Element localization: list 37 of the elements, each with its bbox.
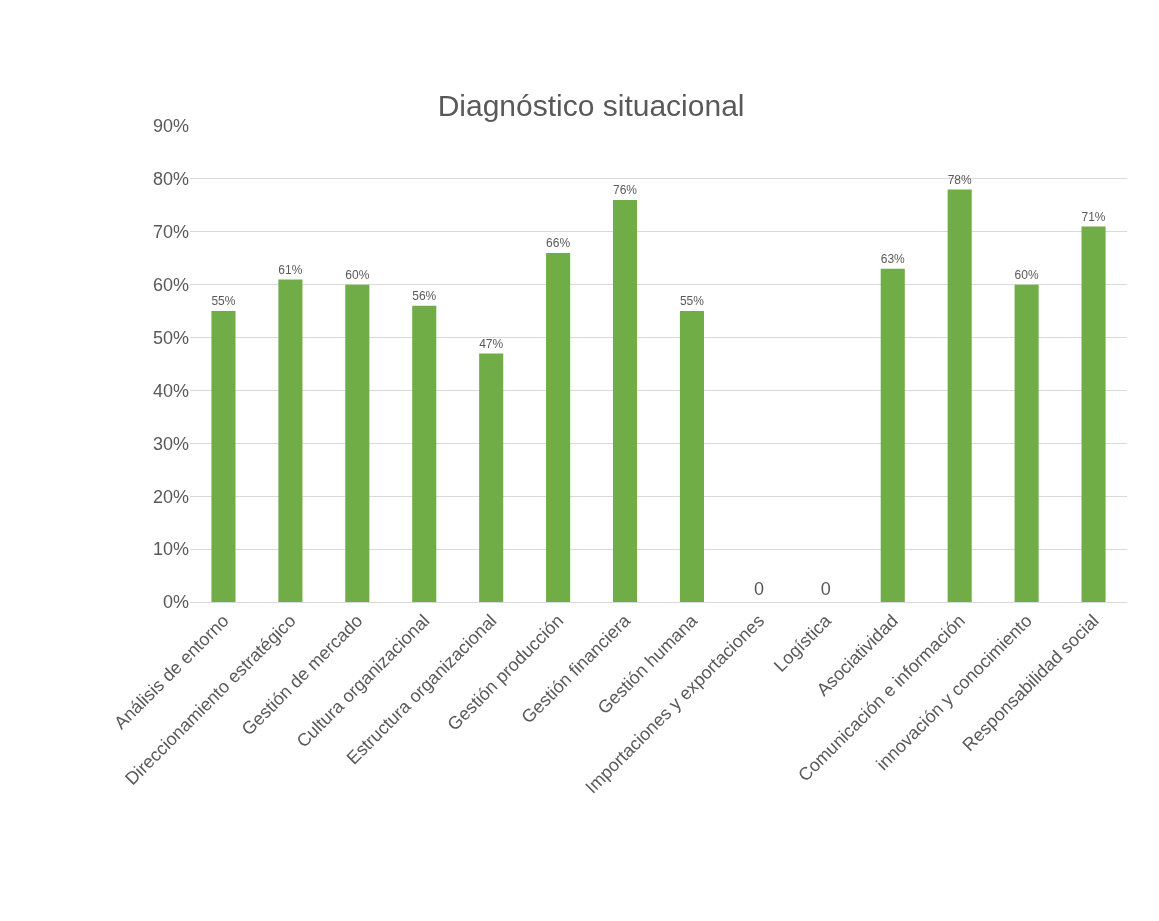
bar — [345, 284, 370, 602]
bar — [1081, 226, 1106, 602]
bar — [679, 311, 705, 602]
data-label: 78% — [947, 172, 973, 187]
chart-title: Diagnóstico situacional — [437, 89, 745, 123]
bar — [1014, 284, 1039, 602]
data-label: 61% — [278, 262, 303, 277]
data-label: 63% — [880, 252, 906, 267]
bar — [546, 252, 571, 602]
data-label: 66% — [546, 236, 571, 251]
y-tick-label: 0% — [162, 592, 189, 613]
data-label: 56% — [412, 289, 437, 304]
y-tick-label: 10% — [152, 539, 189, 560]
y-tick-label: 20% — [152, 486, 189, 507]
bar — [412, 305, 437, 602]
bar — [211, 311, 236, 602]
bar — [479, 353, 504, 602]
y-tick-label: 70% — [152, 222, 189, 243]
data-label: 0 — [753, 579, 764, 599]
bar — [947, 189, 972, 602]
y-tick-label: 50% — [152, 327, 189, 348]
data-label: 76% — [613, 183, 638, 198]
data-label: 55% — [211, 294, 236, 309]
data-label: 71% — [1081, 209, 1106, 224]
y-tick-label: 60% — [152, 274, 189, 295]
data-label: 60% — [1014, 268, 1039, 282]
y-tick-label: 80% — [152, 169, 189, 190]
bar — [880, 268, 905, 602]
bar — [278, 279, 303, 602]
y-tick-label: 90% — [152, 116, 189, 137]
data-label: 47% — [479, 336, 504, 351]
data-label: 60% — [345, 267, 370, 282]
bar — [612, 200, 638, 602]
y-tick-label: 40% — [152, 380, 189, 401]
y-tick-label: 30% — [152, 433, 189, 454]
data-label: 0 — [820, 579, 831, 599]
data-label: 55% — [679, 294, 705, 309]
